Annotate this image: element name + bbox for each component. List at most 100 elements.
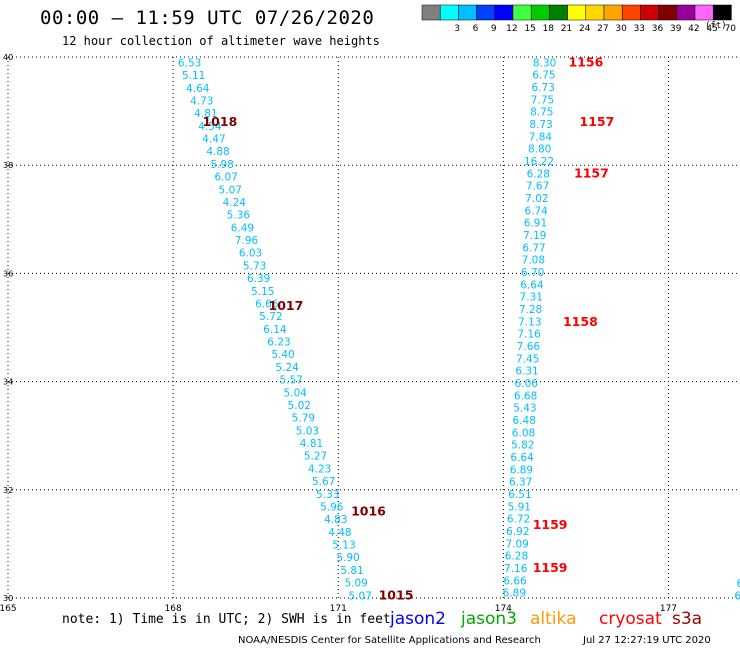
legend-altika: altika [530,609,577,629]
legend-swatch [658,4,678,21]
wave-height-value: 5.98 [210,159,233,171]
wave-height-value: 6.73 [532,82,555,94]
wave-height-value: 7.13 [518,316,541,328]
wave-height-value: 5.03 [296,425,319,437]
legend-jason3: jason3 [461,609,517,629]
legend-swatch [512,4,532,21]
time-labels: 1018 1017 1016 1015 1156 1157 1157 1158 1159 1159 [202,54,614,602]
wave-height-value: 5.40 [271,349,294,361]
y-tick-label: 40 [3,53,13,62]
legend-swatch [530,4,550,21]
wave-height-value: 7.28 [519,304,542,316]
wave-height-value: 6.14 [263,324,287,336]
wave-height-value: 6.37 [509,477,532,489]
wave-height-value: 6.28 [505,551,528,563]
wave-height-value: 7.67 [526,181,549,193]
wave-height-value: 4.73 [190,95,213,107]
wave-height-value: 5.15 [251,286,274,298]
wave-height-value: 5.72 [259,311,282,323]
wave-height-value: 5.90 [336,552,359,564]
legend-swatch [458,4,477,21]
legend-bin-label: 36 [652,24,664,34]
wave-height-value: 5.81 [340,565,363,577]
wave-height-value: 5.07 [349,590,372,602]
x-tick-label: 171 [330,604,347,614]
color-legend: 3 6 9 12 15 18 21 24 27 30 33 36 39 42 45 70 [421,4,737,34]
legend-swatch [712,4,732,21]
wave-height-value: 6.91 [524,218,547,230]
wave-height-value: 4.23 [308,463,331,475]
y-tick-label: 32 [3,486,13,495]
wave-height-value: 7.19 [523,230,546,242]
wave-height-value: 4.64 [186,83,210,95]
legend-swatch [439,4,459,21]
wave-height-value: 5.43 [513,403,536,415]
x-tick-label: 168 [165,604,182,614]
wave-height-value: 6.3 [734,590,740,602]
wave-height-tracks: 6.535.114.644.734.814.544.474.885.986.07… [178,57,740,602]
pass-time-label: 1016 [351,503,386,518]
wave-height-value: 5.57 [279,375,302,387]
pass-time-label: 1157 [580,114,615,129]
wave-height-value: 4.88 [206,146,229,158]
wave-height-value: 5.73 [243,260,266,272]
wave-height-value: 6.74 [524,205,548,217]
wave-height-value: 6.53 [178,57,201,69]
wave-height-value: 16.22 [524,156,554,168]
wave-height-value: 6.49 [231,222,254,234]
wave-height-value: 6.89 [510,464,533,476]
legend-bin-label: 15 [524,24,535,34]
y-tick-label: 38 [3,161,13,170]
legend-jason2: jason2 [390,609,446,629]
legend-swatch [694,4,714,21]
wave-height-value: 5.24 [275,362,299,374]
wave-height-value: 6.77 [522,242,545,254]
chart-title: 00:00 – 11:59 UTC 07/26/2020 [40,7,375,29]
legend-bin-label: 42 [688,24,699,34]
wave-height-value: 6.68 [514,390,537,402]
y-tick-label: 34 [3,378,13,387]
wave-height-value: 8.30 [533,57,556,69]
wave-height-value: 7.02 [525,193,548,205]
pass-time-label: 1158 [563,314,598,329]
legend-cryosat: cryosat [599,609,662,629]
footnote: note: 1) Time is in UTC; 2) SWH is in fe… [62,612,391,627]
x-tick-label: 177 [660,604,677,614]
legend-swatch [549,4,568,21]
wave-height-value: 6.23 [267,337,290,349]
wave-height-value: 6.66 [255,298,279,310]
wave-height-value: 4.48 [328,527,351,539]
wave-height-value: 7.45 [516,353,539,365]
legend-unit: (ft) [705,21,727,31]
wave-height-value: 6.0 [737,578,740,590]
legend-swatch [476,4,496,21]
legend-bin-label: 18 [543,24,555,34]
legend-swatch [421,4,441,21]
wave-height-value: 5.79 [292,413,315,425]
legend-bin-label: 70 [725,24,737,34]
wave-height-value: 5.11 [182,70,205,82]
wave-height-value: 7.16 [517,329,541,341]
legend-bin-label: 33 [634,24,645,34]
wave-height-value: 5.91 [508,501,531,513]
legend-bin-label: 9 [491,24,497,34]
wave-height-value: 6.03 [239,248,262,260]
wave-height-value: 7.16 [504,563,528,575]
legend-swatch [567,4,587,21]
wave-height-value: 6.72 [507,514,530,526]
wave-height-value: 5.13 [332,540,355,552]
wave-height-value: 6.64 [520,279,544,291]
legend-swatch [494,4,514,21]
wave-height-value: 6.64 [510,452,534,464]
axis-ticks: 165 168 171 174 177 30 32 34 36 38 40 [0,53,677,614]
wave-height-value: 5.07 [219,184,242,196]
wave-height-value: 8.75 [530,107,553,119]
wave-height-value: 6.39 [247,273,270,285]
x-tick-label: 174 [495,604,512,614]
wave-height-value: 4.81 [194,108,217,120]
wave-height-value: 8.80 [528,144,551,156]
legend-bin-label: 12 [506,24,517,34]
wave-height-value: 6.06 [515,378,539,390]
legend-bin-label: 3 [454,24,460,34]
